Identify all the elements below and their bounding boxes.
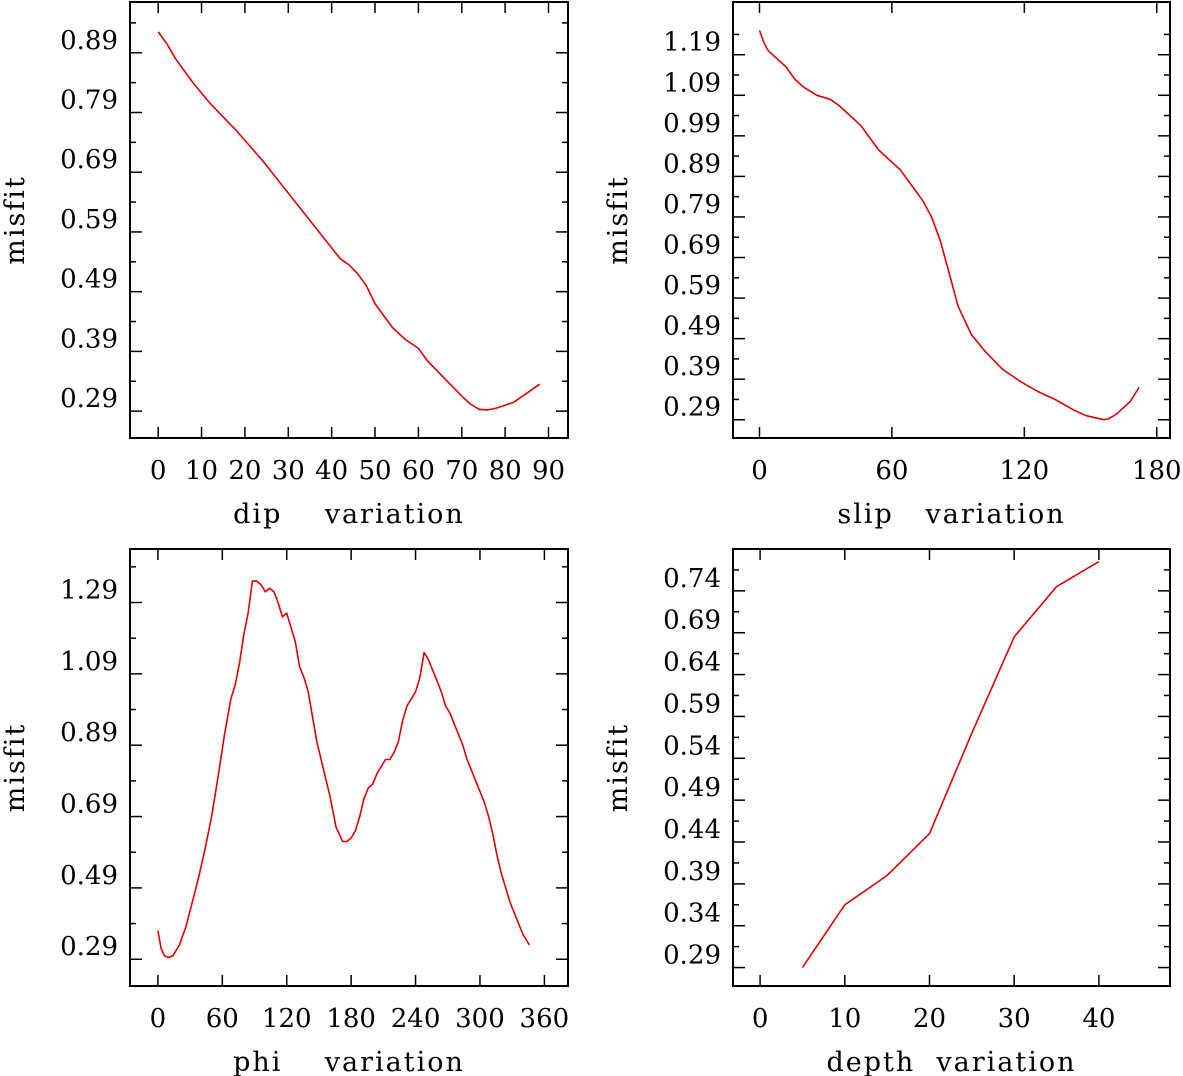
phi-y-tick-label: 1.29 [60, 576, 118, 606]
dip-x-tick-label: 20 [228, 456, 261, 486]
phi-y-tick-label: 1.09 [60, 647, 118, 677]
phi-x-tick-label: 0 [150, 1004, 167, 1034]
slip-x-tick-label: 120 [1000, 456, 1050, 486]
slip-y-tick-label: 0.39 [663, 352, 721, 382]
dip-y-tick-label: 0.69 [60, 145, 118, 175]
phi-x-tick-label: 180 [326, 1004, 376, 1034]
phi-y-tick-label: 0.69 [60, 790, 118, 820]
slip-y-tick-label: 0.49 [663, 312, 721, 342]
dip-y-tick-label: 0.89 [60, 26, 118, 56]
depth-y-tick-label: 0.64 [663, 648, 721, 678]
phi-x-tick-label: 240 [391, 1004, 441, 1034]
depth-x-tick-label: 20 [913, 1004, 946, 1034]
dip-y-axis-title: misfit [0, 175, 31, 265]
phi-y-tick-label: 0.49 [60, 861, 118, 891]
phi-x-tick-label: 60 [206, 1004, 239, 1034]
phi-misfit-line [157, 580, 531, 959]
dip-y-tick-label: 0.29 [60, 384, 118, 414]
slip-variation-panel: 0 60 120 180 0.29 0.39 0.49 0.59 0.69 0.79 0.89 0.9… [603, 1, 1182, 530]
slip-x-tick-label: 0 [751, 456, 768, 486]
slip-y-tick-label: 0.79 [663, 190, 721, 220]
depth-y-tick-label: 0.34 [663, 899, 721, 929]
depth-x-tick-label: 30 [998, 1004, 1031, 1034]
dip-x-tick-label: 0 [150, 456, 167, 486]
depth-y-tick-label: 0.54 [663, 731, 721, 761]
depth-x-tick-label: 0 [752, 1004, 769, 1034]
slip-y-tick-label: 0.89 [663, 149, 721, 179]
dip-x-tick-label: 70 [445, 456, 478, 486]
depth-x-tick-label: 40 [1082, 1004, 1115, 1034]
phi-x-tick-label: 360 [520, 1004, 570, 1034]
dip-x-tick-label: 50 [358, 456, 391, 486]
depth-y-tick-label: 0.39 [663, 857, 721, 887]
dip-y-tick-label: 0.79 [60, 85, 118, 115]
phi-x-axis-title: phi variation [233, 1047, 465, 1076]
depth-y-tick-label: 0.49 [663, 773, 721, 803]
phi-variation-panel: 0 60 120 180 240 300 360 0.29 0.49 0.69 0.89 1.09 1.… [0, 548, 570, 1076]
dip-misfit-line [157, 31, 541, 411]
slip-x-tick-label: 60 [875, 456, 908, 486]
slip-y-tick-label: 1.19 [663, 28, 721, 58]
depth-y-tick-label: 0.74 [663, 564, 721, 594]
depth-y-tick-label: 0.29 [663, 941, 721, 971]
slip-y-tick-label: 0.99 [663, 109, 721, 139]
phi-y-tick-label: 0.89 [60, 718, 118, 748]
dip-plot-frame [129, 1, 569, 439]
dip-x-tick-label: 60 [402, 456, 435, 486]
phi-plot-frame [129, 548, 569, 987]
depth-plot-frame [732, 548, 1171, 987]
slip-x-tick-label: 180 [1132, 456, 1182, 486]
dip-variation-panel: 0 10 20 30 40 50 60 70 80 90 0.29 0.39 0.49 0.59 0.69 0… [0, 1, 569, 530]
depth-misfit-line [801, 560, 1100, 969]
dip-x-tick-label: 90 [532, 456, 565, 486]
depth-y-tick-label: 0.59 [663, 689, 721, 719]
slip-y-tick-label: 0.59 [663, 271, 721, 301]
phi-y-tick-label: 0.29 [60, 932, 118, 962]
dip-x-tick-label: 40 [315, 456, 348, 486]
dip-x-axis-title: dip variation [233, 499, 465, 530]
dip-x-tick-label: 30 [272, 456, 305, 486]
depth-x-tick-label: 10 [828, 1004, 861, 1034]
slip-plot-frame [732, 1, 1171, 439]
slip-y-tick-label: 0.69 [663, 231, 721, 261]
depth-x-axis-title: depth variation [826, 1047, 1076, 1076]
depth-y-axis-title: misfit [603, 723, 634, 813]
phi-y-axis-title: misfit [0, 723, 31, 813]
depth-y-tick-label: 0.69 [663, 606, 721, 636]
dip-y-tick-label: 0.59 [60, 205, 118, 235]
slip-y-tick-label: 1.09 [663, 68, 721, 98]
slip-y-tick-label: 0.29 [663, 393, 721, 423]
phi-x-tick-label: 120 [262, 1004, 312, 1034]
depth-y-tick-label: 0.44 [663, 815, 721, 845]
dip-x-tick-label: 10 [185, 456, 218, 486]
dip-y-tick-label: 0.49 [60, 265, 118, 295]
slip-y-axis-title: misfit [603, 175, 634, 265]
phi-x-tick-label: 300 [455, 1004, 505, 1034]
slip-x-axis-title: slip variation [837, 499, 1065, 530]
dip-x-tick-label: 80 [489, 456, 522, 486]
dip-y-tick-label: 0.39 [60, 324, 118, 354]
slip-misfit-line [758, 30, 1140, 421]
depth-variation-panel: 0 10 20 30 40 0.29 0.34 0.39 0.44 0.49 0.54 0.59 0.6… [603, 548, 1171, 1076]
